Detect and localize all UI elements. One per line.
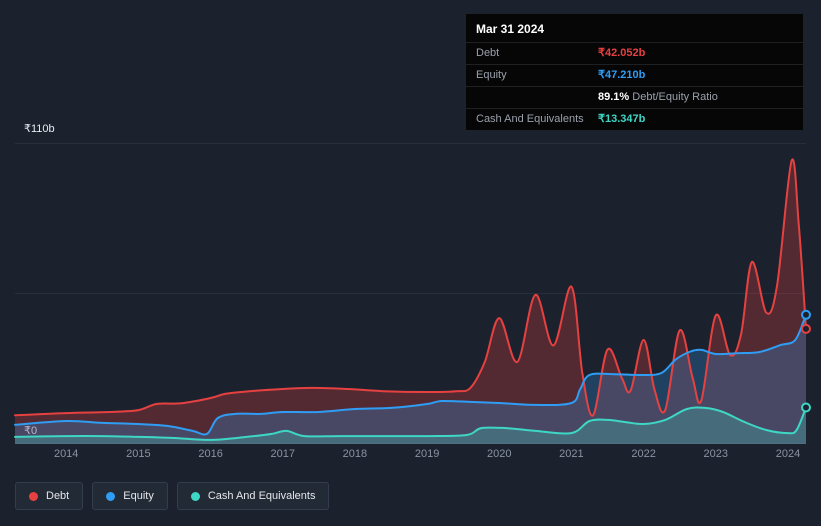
- chart-tooltip: Mar 31 2024 Debt ₹42.052b Equity ₹47.210…: [466, 14, 803, 130]
- y-axis-label-max: ₹110b: [24, 123, 55, 135]
- legend-label-debt: Debt: [46, 490, 70, 502]
- tooltip-row-debt: Debt ₹42.052b: [466, 42, 803, 64]
- x-axis-label: 2016: [198, 448, 223, 460]
- x-axis-label: 2022: [631, 448, 656, 460]
- tooltip-equity-value: ₹47.210b: [598, 69, 646, 81]
- tooltip-ratio-label: Debt/Equity Ratio: [632, 91, 718, 103]
- x-axis-label: 2021: [559, 448, 584, 460]
- x-axis-label: 2019: [414, 448, 440, 460]
- tooltip-row-cash: Cash And Equivalents ₹13.347b: [466, 108, 803, 130]
- legend-label-cash: Cash And Equivalents: [207, 490, 316, 502]
- x-axis-label: 2018: [342, 448, 368, 460]
- equity-series-dot-icon: [106, 491, 116, 501]
- tooltip-row-equity: Equity ₹47.210b: [466, 64, 803, 86]
- cash-series-dot-icon: [190, 491, 200, 501]
- x-axis-label: 2023: [703, 448, 729, 460]
- legend-item-debt[interactable]: Debt: [15, 482, 84, 510]
- chart-plot-area[interactable]: [14, 143, 811, 445]
- tooltip-cash-label: Cash And Equivalents: [476, 113, 584, 125]
- tooltip-row-ratio: 89.1% Debt/Equity Ratio: [466, 86, 803, 108]
- chart-legend: Debt Equity Cash And Equivalents: [15, 482, 330, 510]
- x-axis-label: 2017: [270, 448, 296, 460]
- tooltip-ratio: 89.1% Debt/Equity Ratio: [598, 90, 793, 104]
- tooltip-date: Mar 31 2024: [476, 22, 545, 36]
- x-axis-label: 2020: [487, 448, 512, 460]
- tooltip-cash-value: ₹13.347b: [598, 113, 646, 125]
- tooltip-ratio-value: 89.1%: [598, 91, 630, 103]
- tooltip-debt-label: Debt: [476, 47, 500, 59]
- y-axis-label-min: ₹0: [24, 424, 37, 437]
- x-axis-label: 2024: [775, 448, 801, 460]
- tooltip-debt-value: ₹42.052b: [598, 47, 646, 59]
- x-axis-label: 2014: [53, 448, 79, 460]
- debt-series-dot-icon: [29, 491, 38, 501]
- x-axis-label: 2015: [126, 448, 151, 460]
- x-axis: 2014 2015 2016 2017 2018 2019 2020 2021 2022 2023…: [15, 448, 806, 462]
- tooltip-equity-label: Equity: [476, 69, 507, 81]
- legend-item-equity[interactable]: Equity: [92, 482, 168, 510]
- legend-label-equity: Equity: [123, 490, 154, 502]
- legend-item-cash[interactable]: Cash And Equivalents: [176, 482, 330, 510]
- debt-equity-history-chart[interactable]: [14, 143, 811, 445]
